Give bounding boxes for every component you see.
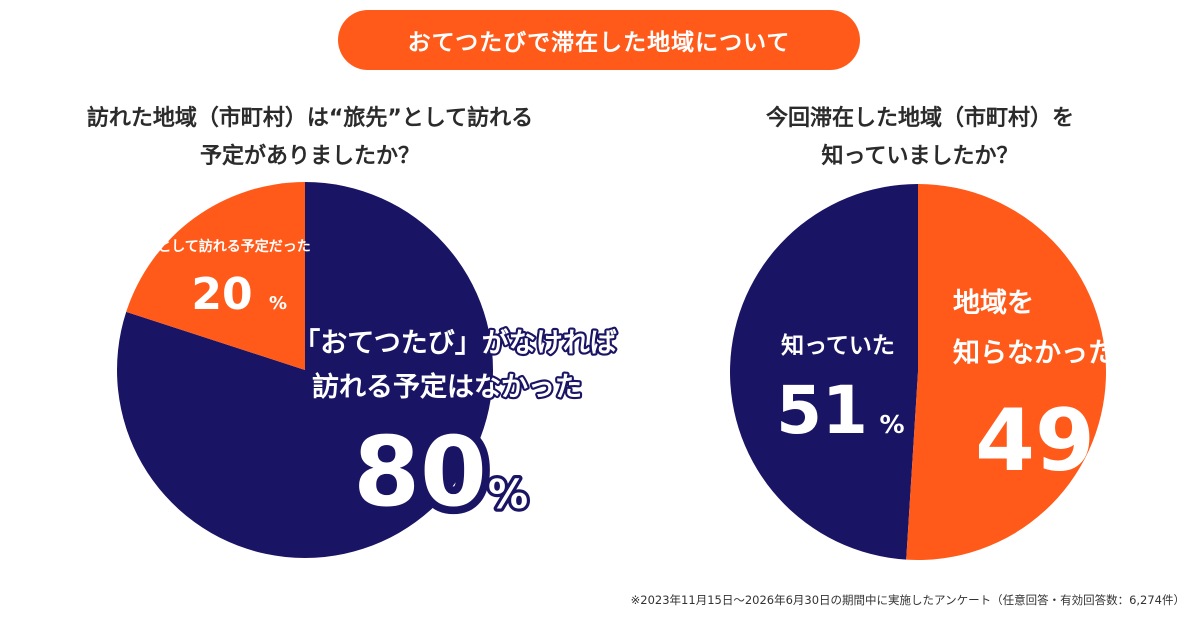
chart-1-slice-2-label-line-1: 旅先として訪れる予定だった <box>129 238 311 255</box>
chart-1-title-line-1: 訪れた地域（市町村）は“旅先”として訪れる <box>86 106 534 131</box>
chart-1-slice-1-percent-sign: % <box>488 472 528 518</box>
chart-1-slice-1-value: 80 <box>353 416 487 528</box>
footnote: ※2023年11月15日〜2026年6月30日の期間中に実施したアンケート（任意… <box>630 593 1185 607</box>
chart-2-slice-1 <box>729 184 918 560</box>
banner-title: おてつたびで滞在した地域について <box>338 10 860 70</box>
chart-2-slice-2-value: 51 <box>776 372 868 449</box>
chart-1-slice-2-value: 20 <box>191 269 252 320</box>
chart-2-slice-1-label-line-1: 地域を <box>953 288 1034 319</box>
chart-2-slice-1-percent-sign: % <box>1118 436 1158 482</box>
chart-2-slice-1-label-line-2: 知らなかった <box>953 338 1115 369</box>
chart-1-slice-2 <box>126 182 305 370</box>
chart-2-title: 今回滞在した地域（市町村）を 知っていましたか？ <box>690 100 1150 176</box>
chart-1-slice-2-percent-sign: % <box>269 293 287 314</box>
chart-1-slice-1-label-line-1: 「おてつたび」がなければ <box>293 327 616 359</box>
chart-1-title-line-2: 予定がありましたか？ <box>199 144 420 169</box>
chart-2-title-line-2: 知っていましたか？ <box>821 144 1019 169</box>
chart-1-slice-1-label-line-2: 訪れる予定はなかった <box>312 371 582 403</box>
chart-2-slice-2-percent-sign: % <box>879 410 904 439</box>
chart-2-slice-2 <box>906 184 1106 560</box>
chart-2-slice-2-label-line-1: 知っていた <box>781 332 895 359</box>
chart-2-title-line-1: 今回滞在した地域（市町村）を <box>765 106 1074 131</box>
chart-2-slice-1-value: 49 <box>975 391 1095 491</box>
chart-1-title: 訪れた地域（市町村）は“旅先”として訪れる 予定がありましたか？ <box>30 100 590 176</box>
